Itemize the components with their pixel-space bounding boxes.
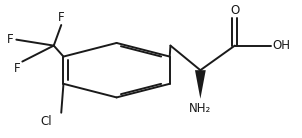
Text: O: O [230,4,239,17]
Text: F: F [14,62,21,75]
Text: F: F [7,33,14,46]
Text: OH: OH [272,39,290,52]
Text: F: F [58,11,65,24]
Polygon shape [195,70,206,99]
Text: NH₂: NH₂ [189,102,211,115]
Text: Cl: Cl [41,115,52,128]
